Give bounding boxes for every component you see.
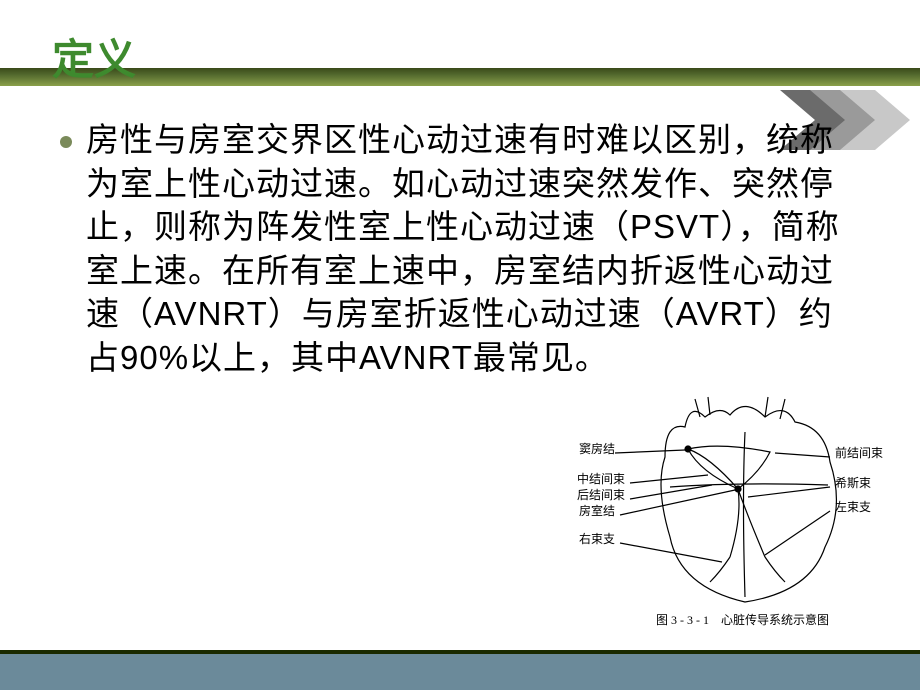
- diagram-label-left-3: 房室结: [579, 502, 615, 519]
- footer-band: [0, 650, 920, 690]
- diagram-label-right-2: 左束支: [835, 498, 871, 515]
- diagram-label-left-2: 后结间束: [577, 486, 625, 503]
- diagram-label-right-0: 前结间束: [835, 444, 883, 461]
- heart-diagram: 窦房结 中结间束 后结间束 房室结 右束支 前结间束 希斯束 左束支 图 3 -…: [570, 378, 915, 636]
- slide-title: 定义: [52, 26, 136, 87]
- bullet-icon: [60, 136, 72, 148]
- diagram-caption: 图 3 - 3 - 1 心脏传导系统示意图: [570, 611, 915, 628]
- diagram-label-left-0: 窦房结: [579, 440, 615, 457]
- header-band: [0, 68, 920, 86]
- diagram-label-left-4: 右束支: [579, 530, 615, 547]
- diagram-label-right-1: 希斯束: [835, 474, 871, 491]
- diagram-label-left-1: 中结间束: [577, 470, 625, 487]
- content-area: 房性与房室交界区性心动过速有时难以区别，统称为室上性心动过速。如心动过速突然发作…: [60, 118, 865, 379]
- body-text: 房性与房室交界区性心动过速有时难以区别，统称为室上性心动过速。如心动过速突然发作…: [86, 118, 865, 379]
